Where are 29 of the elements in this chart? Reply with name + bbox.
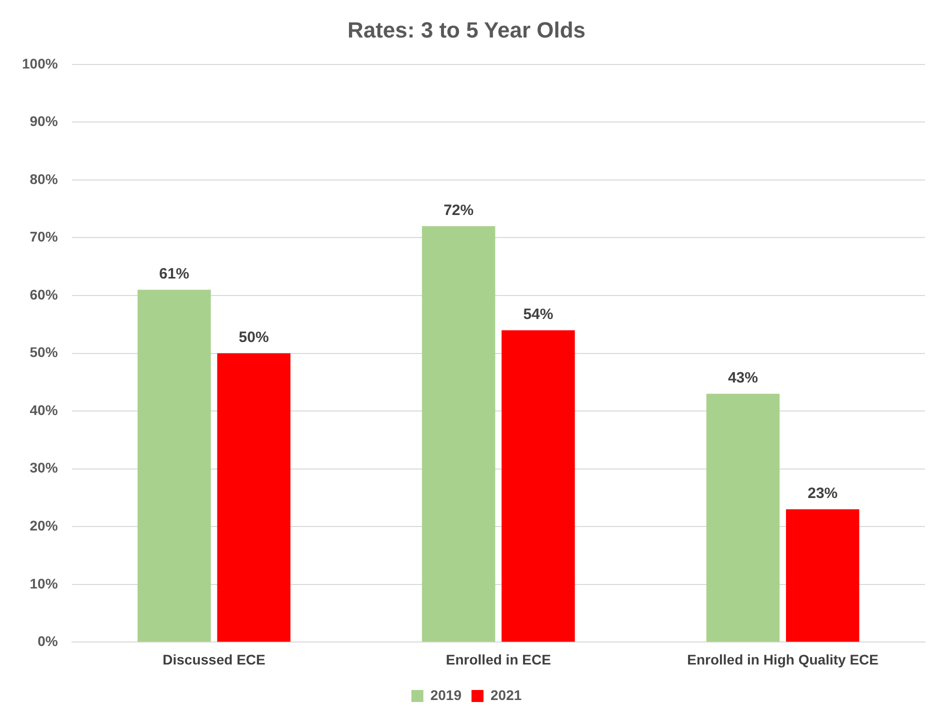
data-label: 50%: [238, 328, 269, 346]
x-tick-label: Enrolled in ECE: [446, 651, 551, 668]
y-tick-label: 50%: [30, 344, 58, 360]
y-tick-label: 30%: [30, 460, 58, 476]
y-tick-label: 0%: [38, 633, 58, 650]
y-tick-label: 10%: [30, 575, 58, 592]
chart-title: Rates: 3 to 5 Year Olds: [347, 17, 586, 42]
bar: [217, 353, 290, 642]
y-tick-label: 100%: [22, 55, 58, 72]
legend-label: 2019: [430, 686, 462, 703]
y-tick-label: 40%: [30, 402, 58, 418]
y-tick-label: 90%: [30, 113, 58, 130]
bar: [422, 226, 496, 642]
y-tick-label: 70%: [30, 228, 58, 245]
y-tick-label: 60%: [30, 286, 58, 302]
data-label: 72%: [444, 202, 474, 219]
y-tick-label: 20%: [30, 518, 58, 534]
data-label: 43%: [728, 369, 758, 386]
bar: [786, 509, 860, 642]
x-tick-label: Discussed ECE: [162, 651, 266, 668]
bar: [138, 290, 211, 642]
y-tick-label: 80%: [30, 170, 58, 187]
bar: [502, 330, 575, 642]
legend-label: 2021: [490, 686, 522, 703]
data-label: 61%: [159, 265, 190, 282]
data-label: 23%: [808, 484, 838, 502]
bar: [706, 394, 780, 642]
data-label: 54%: [523, 306, 554, 323]
x-tick-label: Enrolled in High Quality ECE: [687, 651, 878, 668]
